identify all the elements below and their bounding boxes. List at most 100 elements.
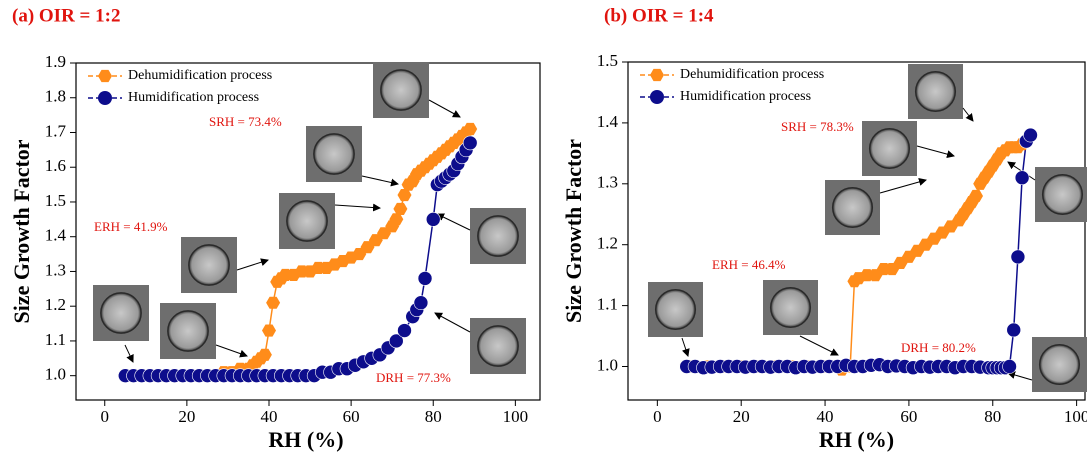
arrow — [879, 178, 927, 194]
x-tick-label: 80 — [425, 407, 442, 426]
annotation: ERH = 46.4% — [712, 257, 786, 272]
particle-image — [286, 200, 328, 242]
legend-marker — [650, 68, 664, 82]
circle-point — [397, 323, 412, 338]
particle-image — [477, 325, 519, 367]
series-line — [690, 134, 1032, 371]
particle-image — [654, 288, 697, 331]
arrow — [361, 175, 399, 187]
y-tick-label: 1.6 — [45, 156, 66, 175]
y-tick-label: 1.8 — [45, 87, 66, 106]
arrow — [681, 337, 690, 357]
arrow — [799, 335, 839, 356]
y-tick-label: 1.2 — [597, 234, 618, 253]
particle-image — [477, 215, 519, 257]
arrow — [436, 213, 471, 231]
legend-label: Dehumidification process — [128, 68, 272, 83]
y-tick-label: 1.5 — [45, 191, 66, 210]
circle-point — [1002, 359, 1017, 374]
particle-image — [769, 286, 812, 329]
circle-point — [1014, 170, 1030, 186]
x-tick-label: 100 — [1064, 407, 1087, 426]
hexagon-point — [973, 177, 988, 190]
series-line — [686, 134, 1032, 369]
y-tick-label: 1.1 — [45, 330, 66, 349]
y-tick-label: 1.5 — [597, 51, 618, 70]
y-axis-label: Size Growth Factor — [561, 139, 586, 323]
particle-image — [167, 310, 209, 352]
chart-title: (b) OIR = 1:4 — [604, 5, 714, 26]
circle-point — [462, 135, 478, 151]
hexagon-point — [270, 275, 285, 288]
x-axis-label: RH (%) — [268, 427, 343, 452]
chart-title: (a) OIR = 1:2 — [12, 5, 120, 26]
legend-marker — [650, 90, 664, 104]
y-tick-label: 1.0 — [597, 355, 618, 374]
legend-marker — [98, 69, 112, 83]
x-tick-label: 60 — [343, 407, 360, 426]
legend-label: Humidification process — [128, 90, 259, 105]
x-tick-label: 60 — [900, 407, 917, 426]
arrow — [428, 99, 461, 118]
x-tick-label: 0 — [100, 407, 109, 426]
hexagon-point — [393, 202, 408, 215]
legend-label: Humidification process — [680, 89, 811, 104]
particle-image — [188, 244, 230, 286]
arrow — [434, 312, 471, 333]
x-tick-label: 40 — [260, 407, 277, 426]
arrow — [334, 203, 381, 212]
annotation: SRH = 73.4% — [209, 114, 282, 129]
arrow — [916, 145, 955, 159]
particle-image — [914, 70, 957, 113]
x-tick-label: 100 — [503, 407, 529, 426]
hexagon-point — [397, 189, 412, 202]
legend-label: Dehumidification process — [680, 67, 824, 82]
arrow — [124, 344, 134, 363]
arrow — [1007, 371, 1033, 381]
x-axis-label: RH (%) — [819, 427, 894, 452]
annotation: SRH = 78.3% — [781, 119, 854, 134]
y-tick-label: 1.4 — [45, 226, 67, 245]
y-tick-label: 1.3 — [45, 260, 66, 279]
circle-point — [413, 295, 429, 311]
particle-image — [313, 133, 355, 175]
y-axis-label: Size Growth Factor — [9, 139, 34, 323]
circle-point — [1023, 127, 1038, 143]
y-tick-label: 1.0 — [45, 365, 66, 384]
x-tick-label: 20 — [733, 407, 750, 426]
annotation: ERH = 41.9% — [94, 219, 168, 234]
particle-image — [380, 69, 422, 111]
hexagon-point — [847, 275, 862, 288]
hexagon-point — [401, 178, 416, 191]
legend-marker — [98, 91, 112, 105]
circle-point — [1010, 249, 1026, 265]
x-tick-label: 40 — [817, 407, 834, 426]
y-tick-label: 1.3 — [597, 173, 618, 192]
x-tick-label: 0 — [653, 407, 662, 426]
y-tick-label: 1.1 — [597, 295, 618, 314]
annotation: DRH = 77.3% — [376, 370, 451, 385]
arrow — [236, 258, 269, 271]
y-tick-label: 1.7 — [45, 121, 67, 140]
circle-point — [388, 333, 404, 349]
circle-point — [417, 271, 433, 286]
arrow — [215, 344, 248, 358]
x-tick-label: 80 — [984, 407, 1001, 426]
circle-point — [425, 212, 441, 227]
hexagon-point — [262, 324, 276, 337]
y-tick-label: 1.2 — [45, 295, 66, 314]
circle-point — [1006, 322, 1022, 338]
particle-image — [1038, 343, 1081, 386]
arrow — [962, 107, 974, 122]
particle-image — [1041, 173, 1084, 216]
particle-image — [868, 127, 911, 170]
hexagon-point — [368, 234, 383, 247]
hexagon-point — [266, 296, 281, 309]
y-tick-label: 1.9 — [45, 52, 66, 71]
y-tick-label: 1.4 — [597, 112, 619, 131]
annotation: DRH = 80.2% — [901, 340, 976, 355]
particle-image — [100, 292, 142, 334]
particle-image — [831, 186, 874, 229]
plot-frame — [75, 62, 541, 401]
